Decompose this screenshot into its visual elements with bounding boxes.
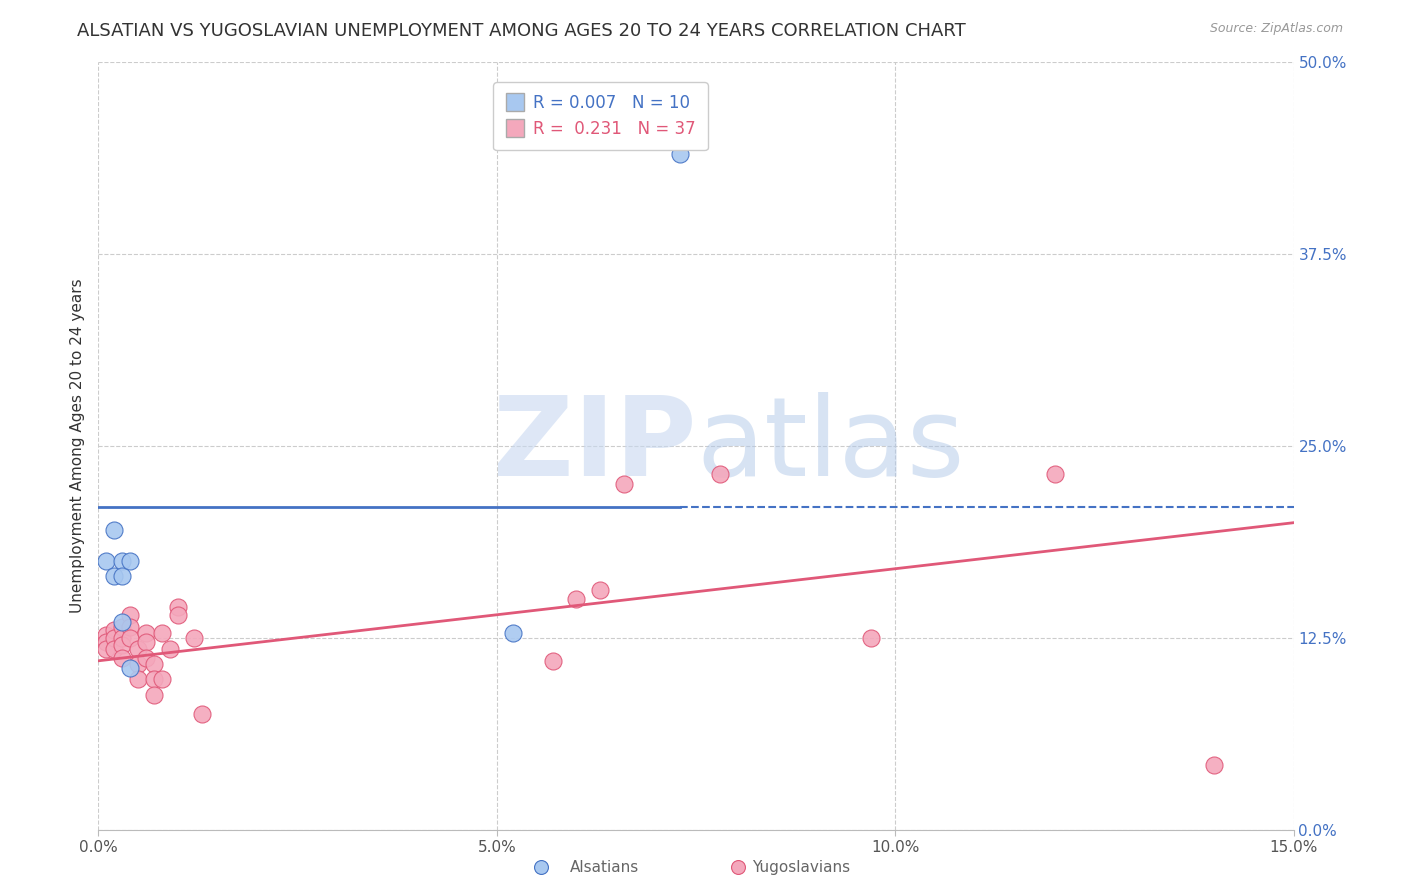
Point: [127, 672, 149, 686]
Point: [709, 467, 731, 481]
Point: [159, 641, 181, 656]
Point: [150, 672, 173, 686]
Point: [135, 635, 157, 649]
Point: [96, 641, 118, 656]
Point: [111, 615, 134, 630]
Point: [103, 623, 125, 637]
Point: [103, 631, 125, 645]
Point: [120, 661, 142, 675]
Point: [120, 554, 142, 568]
Point: [167, 600, 190, 615]
Point: [96, 628, 118, 642]
Legend: R = 0.007   N = 10, R =  0.231   N = 37: R = 0.007 N = 10, R = 0.231 N = 37: [494, 82, 707, 150]
Text: Alsatians: Alsatians: [569, 860, 640, 874]
Point: [120, 620, 142, 634]
Text: ALSATIAN VS YUGOSLAVIAN UNEMPLOYMENT AMONG AGES 20 TO 24 YEARS CORRELATION CHART: ALSATIAN VS YUGOSLAVIAN UNEMPLOYMENT AMO…: [77, 22, 966, 40]
Y-axis label: Unemployment Among Ages 20 to 24 years: Unemployment Among Ages 20 to 24 years: [69, 278, 84, 614]
Point: [111, 569, 134, 583]
Point: [103, 569, 125, 583]
Point: [613, 477, 636, 491]
Point: [111, 639, 134, 653]
Point: [120, 607, 142, 622]
Point: [167, 607, 190, 622]
Point: [127, 641, 149, 656]
Point: [96, 554, 118, 568]
Point: [135, 626, 157, 640]
Point: [111, 650, 134, 665]
Point: [1202, 758, 1225, 772]
Point: [103, 641, 125, 656]
Point: [541, 654, 564, 668]
Text: Source: ZipAtlas.com: Source: ZipAtlas.com: [1209, 22, 1343, 36]
Point: [143, 657, 166, 671]
Point: [111, 631, 134, 645]
Point: [191, 707, 214, 722]
Point: [565, 592, 588, 607]
Point: [135, 650, 157, 665]
Point: [96, 635, 118, 649]
Point: [111, 554, 134, 568]
Point: [127, 657, 149, 671]
Point: [589, 583, 612, 598]
Text: ZIP: ZIP: [492, 392, 696, 500]
Point: [502, 626, 524, 640]
Point: [1043, 467, 1066, 481]
Point: [727, 860, 749, 874]
Point: [669, 147, 692, 161]
Point: [530, 860, 553, 874]
Point: [860, 631, 883, 645]
Point: [120, 631, 142, 645]
Point: [150, 626, 173, 640]
Text: atlas: atlas: [696, 392, 965, 500]
Point: [143, 688, 166, 702]
Point: [111, 620, 134, 634]
Point: [103, 524, 125, 538]
Text: Yugoslavians: Yugoslavians: [752, 860, 851, 874]
Point: [183, 631, 205, 645]
Point: [143, 672, 166, 686]
